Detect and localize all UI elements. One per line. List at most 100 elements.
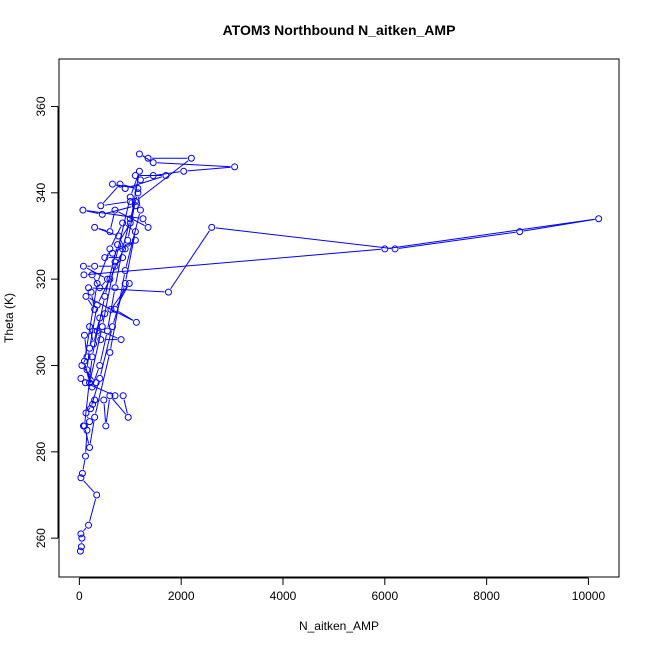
series-line-segment [119,226,129,242]
series-line-segment [113,287,125,323]
data-point [595,215,603,223]
data-point [81,379,89,387]
data-point [82,292,90,300]
data-point [86,344,94,352]
series-line-segment [170,230,210,290]
series-line-segment [86,210,99,215]
series-line-segment [89,330,102,379]
series-line-segment [98,252,109,280]
data-point [131,202,139,210]
series-lines [81,155,595,543]
data-point [79,206,87,214]
data-point [119,254,127,262]
y-tick-label: 280 [34,441,48,461]
series-line-segment [100,334,107,362]
series-line-segment [111,226,122,246]
y-axis: 260 280 300 320 340 360 [34,96,59,548]
data-point [119,392,127,400]
data-point [111,305,119,313]
series-line-segment [84,368,95,380]
y-axis-label: Theta (K) [2,293,16,343]
data-point [91,223,99,231]
y-tick-label: 320 [34,269,48,289]
series-line-segment [398,231,516,249]
data-point [121,245,129,253]
data-point [106,228,114,236]
y-tick-label: 300 [34,355,48,375]
series-line-segment [215,227,392,249]
data-point [93,279,101,287]
series-line-segment [107,291,115,328]
series-points [76,150,603,555]
data-point [77,530,85,538]
data-point [111,262,119,270]
series-line-segment [102,265,115,323]
data-point [103,327,111,335]
data-point [85,284,93,292]
data-point [91,262,99,270]
data-point [102,422,110,430]
data-point [93,327,101,335]
data-point [96,314,104,322]
data-point [149,172,157,180]
series-line-segment [144,176,150,180]
data-point [88,271,96,279]
x-tick-label: 6000 [371,589,398,603]
x-tick-label: 0 [76,589,83,603]
data-point [136,206,144,214]
data-point [162,172,170,180]
series-line-segment [98,227,107,232]
series-line-segment [84,429,90,444]
data-point [88,353,96,361]
data-point [111,258,119,266]
data-point [82,409,90,417]
series-line-segment [89,308,97,345]
data-point [98,323,106,331]
series-line-segment [82,459,86,470]
data-point [77,474,85,482]
data-point [187,154,195,162]
data-point [139,215,147,223]
series-line-segment [102,281,106,286]
series-line-segment [142,155,145,157]
data-point [80,422,88,430]
series-line-segment [119,239,124,246]
y-tick-label: 260 [34,528,48,548]
data-point [78,534,86,542]
x-tick-label: 8000 [473,589,500,603]
data-point [116,180,124,188]
series-line-segment [144,221,147,225]
data-point [98,210,106,218]
data-point [134,185,142,192]
data-point [126,197,134,205]
data-point [132,318,140,326]
data-point [106,349,114,357]
data-point [111,392,119,400]
series-line-segment [92,300,105,354]
series-line-segment [93,278,99,285]
series-line-segment [112,398,127,415]
data-point [134,189,142,197]
data-point [131,172,139,180]
data-point [76,547,84,555]
data-point [108,180,116,188]
data-point [80,331,88,339]
data-point [131,197,139,205]
data-point [126,215,134,223]
series-line-segment [87,416,89,419]
data-point [85,521,93,529]
data-point [121,279,129,287]
series-line-segment [92,287,165,293]
data-point [135,150,143,158]
series-line-segment [88,407,91,411]
data-point [96,374,104,382]
data-point [126,219,134,227]
series-line-segment [128,205,136,237]
series-line-segment [95,356,110,414]
data-point [115,232,123,240]
series-line-segment [98,282,109,302]
series-line-segment [89,421,95,444]
data-point [86,444,94,451]
x-tick-label: 2000 [168,589,195,603]
